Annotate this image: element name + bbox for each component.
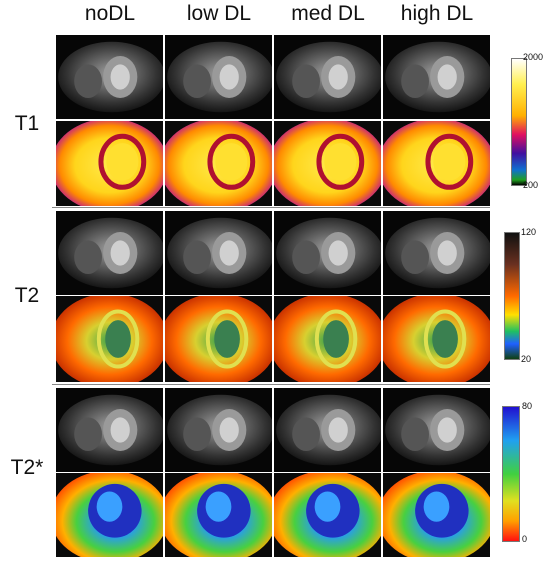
t2-parametric-map <box>383 296 490 382</box>
t2-anatomical-image <box>274 211 381 295</box>
row-label-t1: T1 <box>14 112 40 135</box>
t2s-anatomical-image <box>274 388 381 472</box>
t2star-scale-min: 0 <box>522 534 528 544</box>
column-header-high-dl: high DL <box>400 2 474 25</box>
t2s-anatomical-image <box>165 388 272 472</box>
t2-parametric-map <box>56 296 163 382</box>
t2-anatomical-image <box>165 211 272 295</box>
row-separator <box>52 384 490 385</box>
t1-parametric-map <box>383 121 490 206</box>
t2-colorbar <box>504 232 520 360</box>
column-header-nodl: noDL <box>84 2 136 25</box>
t1-parametric-map <box>274 121 381 206</box>
t2-anatomical-image <box>56 211 163 295</box>
column-header-med-dl: med DL <box>291 2 365 25</box>
t1-anatomical-image <box>56 35 163 119</box>
t2-parametric-map <box>274 296 381 382</box>
row-label-t2star: T2* <box>10 456 44 479</box>
t2-scale-min: 20 <box>521 354 532 364</box>
t2s-anatomical-image <box>56 388 163 472</box>
t2-scale-max: 120 <box>521 227 537 237</box>
t1-anatomical-image <box>383 35 490 119</box>
t1-scale-max: 2000 <box>523 52 544 62</box>
t1-anatomical-image <box>274 35 381 119</box>
t1-scale-min: 200 <box>523 180 539 190</box>
t2s-parametric-map <box>274 473 381 557</box>
t1-colorbar <box>511 58 527 186</box>
row-label-t2: T2 <box>14 284 40 307</box>
t2s-parametric-map <box>56 473 163 557</box>
row-separator <box>52 207 490 208</box>
t2-anatomical-image <box>383 211 490 295</box>
t2s-parametric-map <box>383 473 490 557</box>
t2star-colorbar <box>502 406 520 542</box>
column-header-low-dl: low DL <box>186 2 252 25</box>
t2-parametric-map <box>165 296 272 382</box>
t1-parametric-map <box>165 121 272 206</box>
t1-parametric-map <box>56 121 163 206</box>
t1-anatomical-image <box>165 35 272 119</box>
t2s-anatomical-image <box>383 388 490 472</box>
t2star-scale-max: 80 <box>522 401 533 411</box>
t2s-parametric-map <box>165 473 272 557</box>
